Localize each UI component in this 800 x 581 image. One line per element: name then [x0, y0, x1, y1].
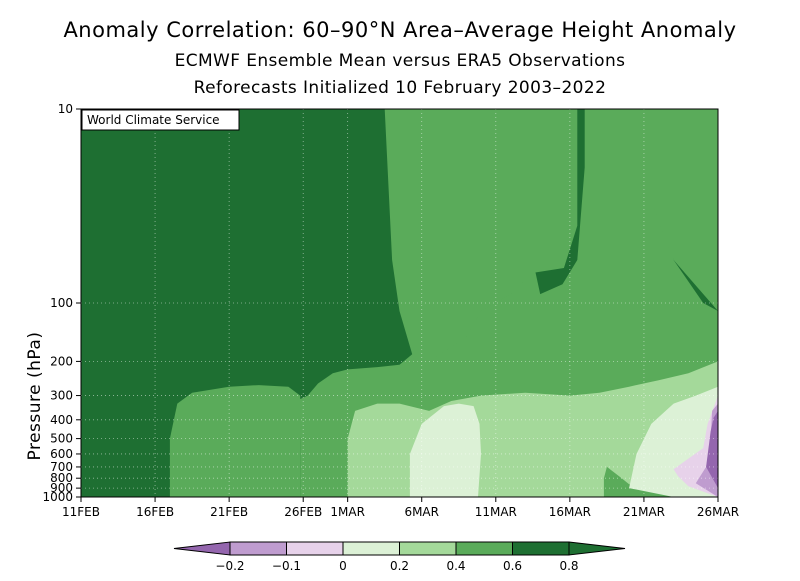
x-tick-label: 16FEB [136, 505, 174, 519]
x-tick-label: 1MAR [330, 505, 365, 519]
x-tick-label: 21MAR [623, 505, 665, 519]
x-tick-label: 6MAR [404, 505, 439, 519]
colorbar-arrow-right [568, 541, 626, 556]
x-tick-label: 26MAR [697, 505, 739, 519]
colorbar-arrow-left [173, 541, 231, 556]
colorbar-segment [512, 541, 570, 556]
y-tick-label: 500 [50, 432, 73, 446]
colorbar-segment [286, 541, 344, 556]
y-tick-label: 300 [50, 389, 73, 403]
y-tick-label: 400 [50, 413, 73, 427]
watermark-box [81, 109, 240, 131]
y-tick-label: 600 [50, 447, 73, 461]
colorbar-label: −0.1 [272, 559, 301, 573]
y-axis-label: Pressure (hPa) [25, 332, 45, 461]
x-tick-label: 21FEB [210, 505, 248, 519]
y-tick-label: 800 [50, 471, 73, 485]
region-lt-m0.2 [706, 410, 718, 489]
colorbar-label: 0 [339, 559, 347, 573]
region-0.6-0.8-c [169, 385, 301, 497]
colorbar-label: 0.2 [390, 559, 409, 573]
colorbar-segment [455, 541, 513, 556]
y-tick-label: 100 [50, 296, 73, 310]
y-tick-label: 1000 [42, 490, 73, 504]
watermark-text: World Climate Service [87, 113, 220, 127]
colorbar-segment [229, 541, 287, 556]
y-tick-label: 10 [58, 102, 73, 116]
x-tick-label: 16MAR [549, 505, 591, 519]
y-tick-label: 900 [50, 481, 73, 495]
colorbar-segment [399, 541, 457, 556]
chart-title: Anomaly Correlation: 60–90°N Area–Averag… [63, 18, 737, 42]
region-0.6-0.8-b [384, 109, 578, 362]
region-0.6-0.8-d [646, 109, 718, 311]
chart-subtitle: ECMWF Ensemble Mean versus ERA5 Observat… [174, 51, 626, 71]
y-tick-label: 200 [50, 354, 73, 368]
x-tick-label: 11FEB [62, 505, 100, 519]
colorbar-segment [342, 541, 400, 556]
x-tick-label: 26FEB [284, 505, 322, 519]
colorbar-label: 0.8 [559, 559, 578, 573]
colorbar-label: −0.2 [215, 559, 244, 573]
y-tick-label: 700 [50, 460, 73, 474]
colorbar-label: 0.4 [446, 559, 465, 573]
x-tick-label: 11MAR [475, 505, 517, 519]
region-0.2-0.4 [409, 403, 481, 497]
colorbar-label: 0.6 [503, 559, 522, 573]
chart-subtitle-2: Reforecasts Initialized 10 February 2003… [193, 78, 607, 98]
